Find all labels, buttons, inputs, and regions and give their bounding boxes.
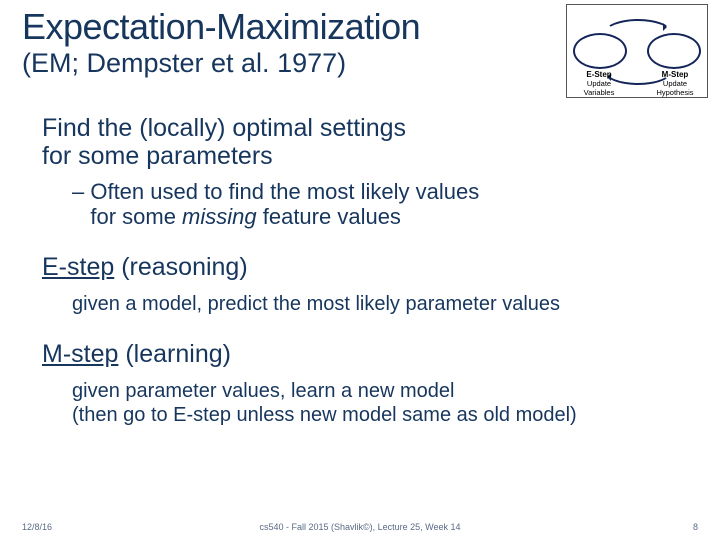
mstep-heading-u: M-step [42,340,118,368]
content-area: Find the (locally) optimal settings for … [42,114,682,427]
title-block: Expectation-Maximization (EM; Dempster e… [22,8,582,79]
mstep-body: given parameter values, learn a new mode… [72,379,682,427]
footer-page: 8 [693,522,698,532]
lead-text: Find the (locally) optimal settings for … [42,114,682,170]
em-cycle-diagram: E-Step Update Variables M-Step Update Hy… [566,4,708,98]
footer-date: 12/8/16 [22,522,52,532]
slide-title: Expectation-Maximization [22,8,582,46]
estep-heading: E-step (reasoning) [42,253,682,282]
estep-head: E-Step [586,70,611,79]
footer: 12/8/16 cs540 - Fall 2015 (Shavlik©), Le… [22,522,698,532]
lead-line2: for some parameters [42,142,273,170]
mstep-sub2: Hypothesis [656,88,693,97]
estep-oval [573,33,627,69]
mstep-label: M-Step Update Hypothesis [645,71,705,97]
estep-heading-rest: (reasoning) [114,253,247,281]
estep-label: E-Step Update Variables [569,71,629,97]
sub-bullet: – Often used to find the most likely val… [72,180,682,229]
mstep-oval [647,33,701,69]
lead-line1: Find the (locally) optimal settings [42,114,406,142]
footer-center: cs540 - Fall 2015 (Shavlik©), Lecture 25… [259,522,460,532]
sub-line2-em: missing [182,204,257,229]
sub-line2a: for some [90,204,182,229]
mstep-body-l2: (then go to E-step unless new model same… [72,404,577,426]
sub-line1: – Often used to find the most likely val… [72,179,479,204]
slide-subtitle: (EM; Dempster et al. 1977) [22,48,582,79]
estep-sub1: Update [587,79,611,88]
mstep-head: M-Step [662,70,689,79]
estep-sub2: Variables [584,88,615,97]
sub-line2b: feature values [257,204,401,229]
mstep-body-l1: given parameter values, learn a new mode… [72,380,454,402]
arrowhead-right-icon [663,23,671,31]
estep-heading-u: E-step [42,253,114,281]
slide: Expectation-Maximization (EM; Dempster e… [0,0,720,540]
mstep-heading-rest: (learning) [118,340,231,368]
estep-body: given a model, predict the most likely p… [72,292,682,316]
mstep-sub1: Update [663,79,687,88]
mstep-heading: M-step (learning) [42,340,682,369]
